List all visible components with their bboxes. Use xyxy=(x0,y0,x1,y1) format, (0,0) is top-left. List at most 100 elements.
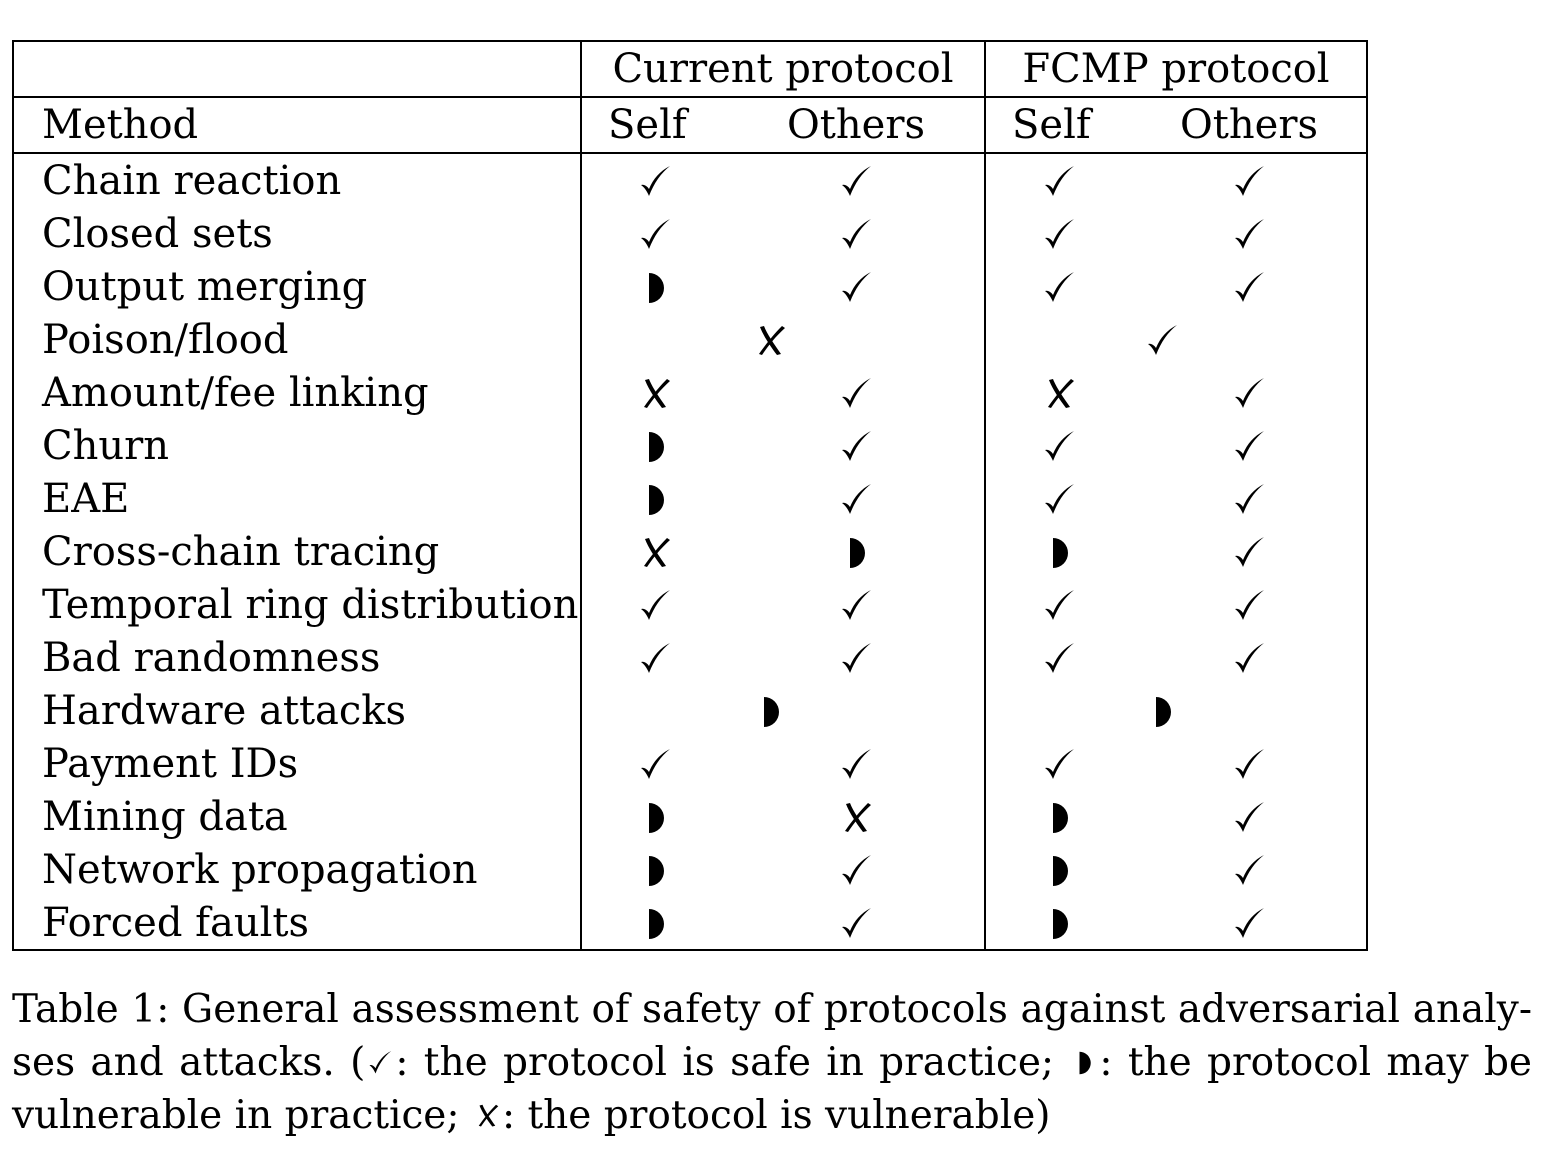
half-circle-icon xyxy=(1039,798,1079,838)
half-circle-icon xyxy=(635,904,675,944)
caption-text-2b: : the protocol is safe in practice; xyxy=(395,1040,1070,1085)
rating-cell xyxy=(1132,737,1368,790)
rating-cell xyxy=(728,843,985,896)
check-mark-icon xyxy=(1229,586,1269,626)
rating-cell xyxy=(1132,896,1368,951)
rating-cell xyxy=(984,737,1132,790)
rating-cell xyxy=(580,472,728,525)
table-row: Network propagation xyxy=(12,843,1368,896)
method-cell: Output merging xyxy=(12,260,581,313)
table-row: Chain reaction xyxy=(12,153,1368,207)
check-mark-icon xyxy=(1039,162,1079,202)
check-mark-icon xyxy=(1039,215,1079,255)
cross-mark-icon xyxy=(1039,374,1079,414)
rating-cell xyxy=(728,896,985,951)
rating-cell xyxy=(580,631,728,684)
rating-cell xyxy=(1132,153,1368,207)
check-mark-icon xyxy=(635,745,675,785)
method-cell: Poison/flood xyxy=(12,313,581,366)
half-circle-icon xyxy=(635,268,675,308)
table-row: Forced faults xyxy=(12,896,1368,951)
method-cell: EAE xyxy=(12,472,581,525)
rating-cell xyxy=(728,631,985,684)
rating-cell xyxy=(580,684,985,737)
rating-cell xyxy=(728,153,985,207)
table-row: Bad randomness xyxy=(12,631,1368,684)
check-mark-icon xyxy=(836,374,876,414)
rating-cell xyxy=(984,843,1132,896)
check-mark-icon xyxy=(1229,798,1269,838)
check-mark-icon xyxy=(1229,533,1269,573)
empty-header-cell xyxy=(12,40,581,97)
method-cell: Chain reaction xyxy=(12,153,581,207)
check-mark-icon xyxy=(836,745,876,785)
check-mark-icon xyxy=(836,427,876,467)
check-mark-icon xyxy=(836,162,876,202)
safety-assessment-table: Current protocol FCMP protocol Method Se… xyxy=(12,40,1368,951)
check-mark-icon xyxy=(365,1040,395,1074)
method-cell: Amount/fee linking xyxy=(12,366,581,419)
rating-cell xyxy=(984,578,1132,631)
rating-cell xyxy=(984,631,1132,684)
current-self-header: Self xyxy=(580,96,728,154)
half-circle-icon xyxy=(1039,851,1079,891)
method-cell: Closed sets xyxy=(12,207,581,260)
check-mark-icon xyxy=(1229,268,1269,308)
rating-cell xyxy=(984,419,1132,472)
rating-cell xyxy=(580,525,728,578)
check-mark-icon xyxy=(836,639,876,679)
rating-cell xyxy=(1132,578,1368,631)
rating-cell xyxy=(984,366,1132,419)
half-circle-icon xyxy=(635,851,675,891)
check-mark-icon xyxy=(1229,904,1269,944)
half-circle-icon xyxy=(635,798,675,838)
check-mark-icon xyxy=(1039,639,1079,679)
rating-cell xyxy=(580,366,728,419)
fcmp-others-header: Others xyxy=(1132,96,1368,154)
rating-cell xyxy=(728,419,985,472)
check-mark-icon xyxy=(836,586,876,626)
cross-mark-icon xyxy=(635,374,675,414)
half-circle-icon xyxy=(635,427,675,467)
rating-cell xyxy=(580,260,728,313)
fcmp-protocol-header: FCMP protocol xyxy=(984,40,1368,97)
rating-cell xyxy=(984,896,1132,951)
current-protocol-header: Current protocol xyxy=(580,40,985,97)
rating-cell xyxy=(728,790,985,843)
table-row: Output merging xyxy=(12,260,1368,313)
rating-cell xyxy=(728,525,985,578)
rating-cell xyxy=(984,153,1132,207)
rating-cell xyxy=(580,313,985,366)
rating-cell xyxy=(580,843,728,896)
sub-header-row: Method Self Others Self Others xyxy=(12,96,1368,154)
check-mark-icon xyxy=(1039,745,1079,785)
check-mark-icon xyxy=(1039,586,1079,626)
rating-cell xyxy=(1132,207,1368,260)
method-cell: Hardware attacks xyxy=(12,684,581,737)
half-circle-icon xyxy=(1039,904,1079,944)
check-mark-icon xyxy=(836,851,876,891)
check-mark-icon xyxy=(1229,374,1269,414)
rating-cell xyxy=(728,260,985,313)
method-header: Method xyxy=(12,96,581,154)
check-mark-icon xyxy=(836,215,876,255)
half-circle-icon xyxy=(1142,692,1182,732)
caption-line-3: vulnerable in practice; : the protocol i… xyxy=(12,1089,1532,1142)
method-cell: Network propagation xyxy=(12,843,581,896)
rating-cell xyxy=(984,472,1132,525)
method-cell: Temporal ring distribution xyxy=(12,578,581,631)
rating-cell xyxy=(984,260,1132,313)
rating-cell xyxy=(1132,366,1368,419)
caption-text-2a: ses and attacks. ( xyxy=(12,1040,366,1085)
rating-cell xyxy=(728,472,985,525)
cross-mark-icon xyxy=(635,533,675,573)
method-cell: Bad randomness xyxy=(12,631,581,684)
table-row: Temporal ring distribution xyxy=(12,578,1368,631)
rating-cell xyxy=(1132,472,1368,525)
cross-mark-icon xyxy=(472,1093,502,1127)
table-row: Closed sets xyxy=(12,207,1368,260)
rating-cell xyxy=(728,207,985,260)
caption-line-2: ses and attacks. ( : the protocol is safe… xyxy=(12,1036,1532,1089)
half-circle-icon xyxy=(635,480,675,520)
check-mark-icon xyxy=(635,215,675,255)
